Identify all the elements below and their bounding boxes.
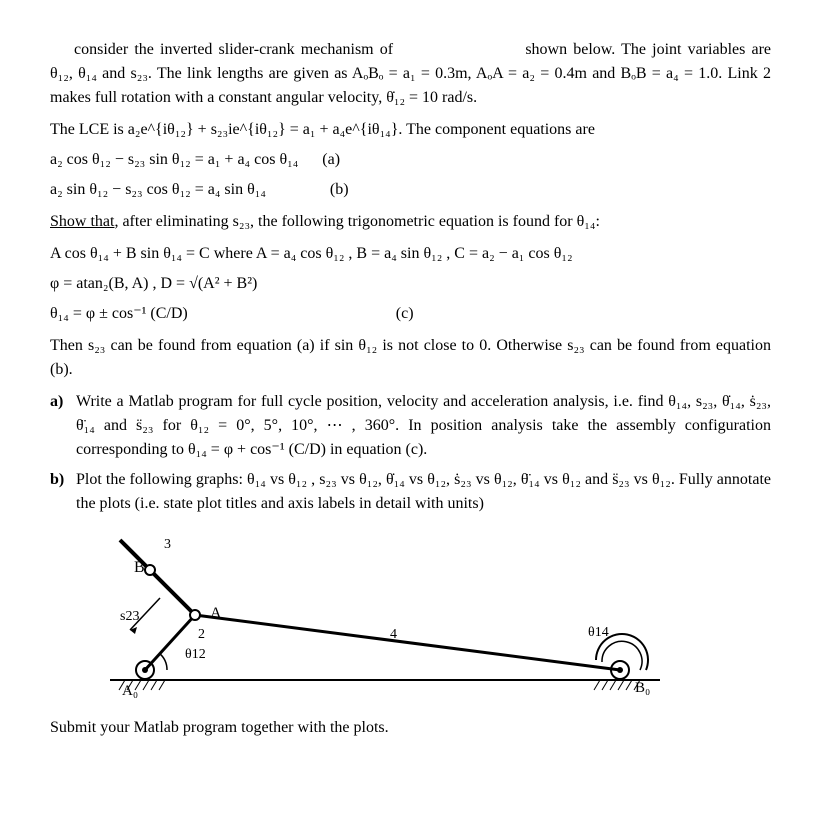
svg-text:A₀: A₀ [122,683,138,699]
eq-b-body: a₂ sin θ₁₂ − s₂₃ cos θ₁₂ = a₄ sin θ₁₄ [50,181,266,198]
svg-text:2: 2 [198,627,205,642]
svg-text:θ14: θ14 [588,625,609,640]
item-b-label: b) [50,468,76,516]
mechanism-svg: 3 Bs23 A2 θ12 A₀ 4 θ14 B₀ [90,530,680,700]
lce-text: The LCE is a₂e^{iθ₁₂} + s₂₃ie^{iθ₁₂} = a… [50,121,595,138]
show-that-rest: , after eliminating s₂₃, the following t… [114,213,599,230]
mechanism-figure: 3 Bs23 A2 θ12 A₀ 4 θ14 B₀ [90,530,771,708]
svg-text:4: 4 [390,627,397,642]
equation-abc: A cos θ₁₄ + B sin θ₁₄ = C where A = a₄ c… [50,242,771,266]
equation-a: a₂ cos θ₁₂ − s₂₃ sin θ₁₂ = a₁ + a₄ cos θ… [50,148,771,172]
item-a: a) Write a Matlab program for full cycle… [50,390,771,462]
svg-text:B₀: B₀ [635,680,650,696]
eq-a-label: (a) [322,148,362,172]
item-a-body: Write a Matlab program for full cycle po… [76,390,771,462]
footer-line: Submit your Matlab program together with… [50,716,771,740]
equation-b: a₂ sin θ₁₂ − s₂₃ cos θ₁₂ = a₄ sin θ₁₄ (b… [50,178,771,202]
svg-text:B: B [134,559,145,576]
svg-text:3: 3 [164,537,171,552]
equation-c: θ₁₄ = φ ± cos⁻¹ (C/D) (c) [50,302,771,326]
eq-c-body: θ₁₄ = φ ± cos⁻¹ (C/D) [50,305,188,322]
equation-phi: φ = atan₂(B, A) , D = √(A² + B²) [50,272,771,296]
item-a-label: a) [50,390,76,462]
item-b-body: Plot the following graphs: θ₁₄ vs θ₁₂ , … [76,468,771,516]
show-that-lead: Show that [50,213,114,230]
paragraph-s23: Then s₂₃ can be found from equation (a) … [50,334,771,382]
eq-b-label: (b) [330,178,370,202]
show-that-line: Show that, after eliminating s₂₃, the fo… [50,210,771,234]
eq-a-body: a₂ cos θ₁₂ − s₂₃ sin θ₁₂ = a₁ + a₄ cos θ… [50,151,298,168]
intro-lead: consider the inverted slider-crank mecha… [74,41,393,58]
paragraph-intro: consider the inverted slider-crank mecha… [50,38,771,110]
svg-text:θ12: θ12 [185,647,206,662]
lce-line: The LCE is a₂e^{iθ₁₂} + s₂₃ie^{iθ₁₂} = a… [50,118,771,142]
svg-text:s23: s23 [120,609,139,624]
eq-c-label: (c) [396,302,436,326]
svg-text:A: A [210,605,222,622]
item-b: b) Plot the following graphs: θ₁₄ vs θ₁₂… [50,468,771,516]
